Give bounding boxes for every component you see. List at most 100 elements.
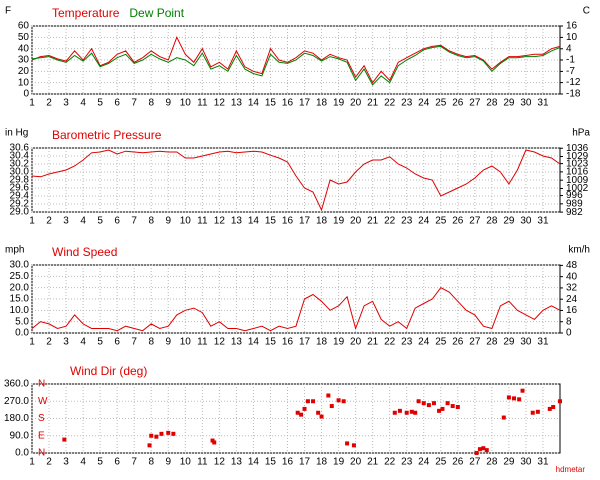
- x-tick-label: 20: [350, 98, 362, 109]
- x-tick-label: 31: [537, 98, 549, 109]
- x-tick-label: 17: [299, 98, 311, 109]
- data-point: [351, 443, 356, 448]
- x-tick-label: 4: [80, 457, 86, 468]
- y-tick-label: 30.0: [10, 167, 30, 178]
- x-tick-label: 20: [350, 216, 362, 227]
- x-tick-label: 14: [248, 337, 260, 348]
- y2-tick-label: 1029: [566, 151, 589, 162]
- x-tick-label: 22: [384, 216, 396, 227]
- y-tick-label: 360.0: [4, 379, 29, 390]
- data-point: [455, 405, 460, 409]
- y-tick-label: 50: [18, 32, 30, 43]
- y2-tick-label: 10: [566, 32, 578, 43]
- y2-tick-label: 40: [566, 271, 578, 282]
- x-tick-label: 23: [401, 216, 413, 227]
- x-tick-label: 22: [384, 457, 396, 468]
- y2-tick-label: 16: [566, 305, 578, 316]
- x-tick-label: 31: [537, 337, 549, 348]
- data-point: [147, 443, 152, 448]
- data-point: [512, 396, 517, 401]
- data-point: [302, 406, 307, 411]
- data-point: [481, 446, 486, 451]
- legend-entry: Temperature: [52, 6, 120, 20]
- y2-tick-label: -18: [566, 89, 581, 100]
- x-tick-label: 24: [418, 216, 430, 227]
- x-tick-label: 6: [114, 98, 120, 109]
- x-tick-label: 12: [214, 457, 226, 468]
- x-tick-label: 11: [197, 457, 208, 468]
- data-point: [437, 408, 442, 413]
- x-tick-label: 29: [503, 457, 515, 468]
- data-point: [311, 399, 316, 404]
- y2-tick-label: 1016: [566, 167, 589, 178]
- data-point: [295, 410, 300, 415]
- y-tick-label: 29.4: [10, 191, 30, 202]
- x-tick-label: 17: [299, 337, 311, 348]
- x-tick-label: 2: [46, 98, 52, 109]
- y-axis-label: mph: [5, 245, 24, 256]
- x-tick-label: 5: [97, 216, 103, 227]
- x-tick-label: 16: [282, 337, 294, 348]
- x-tick-label: 2: [46, 337, 52, 348]
- x-tick-label: 23: [401, 337, 413, 348]
- y2-axis-label: km/h: [568, 245, 590, 256]
- y2-tick-label: 989: [566, 198, 583, 209]
- x-tick-label: 19: [333, 457, 345, 468]
- x-tick-label: 8: [148, 98, 154, 109]
- x-tick-label: 4: [80, 98, 86, 109]
- x-tick-label: 6: [114, 216, 120, 227]
- x-tick-label: 15: [265, 98, 277, 109]
- x-tick-label: 18: [316, 216, 328, 227]
- legend-entry: Dew Point: [129, 6, 184, 20]
- y2-tick-label: 4: [566, 43, 572, 54]
- y-axis-label: in Hg: [5, 128, 28, 139]
- x-tick-label: 25: [435, 216, 447, 227]
- x-tick-label: 7: [131, 98, 137, 109]
- x-tick-label: 31: [537, 216, 549, 227]
- y-tick-label: 270.0: [4, 396, 29, 407]
- x-tick-label: 13: [231, 216, 243, 227]
- x-tick-label: 11: [197, 216, 208, 227]
- y2-tick-label: 1036: [566, 143, 589, 154]
- y2-tick-label: 996: [566, 190, 583, 201]
- x-tick-label: 27: [469, 98, 481, 109]
- y-tick-label: 25.0: [10, 271, 30, 282]
- x-tick-label: 26: [452, 98, 464, 109]
- data-point: [426, 403, 431, 408]
- data-point: [484, 448, 489, 453]
- y2-tick-label: -1: [566, 55, 575, 66]
- y-tick-label: 30.2: [10, 159, 30, 170]
- data-point: [392, 410, 397, 415]
- x-tick-label: 6: [114, 457, 120, 468]
- x-tick-label: 3: [63, 216, 69, 227]
- y2-tick-label: 1009: [566, 175, 589, 186]
- y-tick-label: 0.0: [15, 328, 29, 339]
- y-tick-label: 20.0: [10, 282, 30, 293]
- data-point: [62, 437, 67, 442]
- data-point: [431, 401, 436, 406]
- data-point: [212, 440, 217, 445]
- y-tick-label: 180.0: [4, 413, 29, 424]
- x-tick-label: 23: [401, 457, 413, 468]
- x-tick-label: 7: [131, 337, 137, 348]
- y2-tick-label: 1023: [566, 158, 589, 169]
- data-line: [31, 45, 561, 86]
- x-tick-label: 3: [63, 457, 69, 468]
- data-point: [530, 410, 535, 415]
- x-tick-label: 14: [248, 98, 260, 109]
- x-tick-label: 9: [165, 216, 171, 227]
- data-point: [159, 431, 164, 436]
- y-tick-label: 15.0: [10, 294, 30, 305]
- panel-title: Wind Dir (deg): [70, 364, 147, 378]
- y-tick-label: 29.6: [10, 183, 30, 194]
- y-tick-label: 5.0: [15, 316, 29, 327]
- x-tick-label: 28: [486, 457, 498, 468]
- data-point: [171, 431, 176, 436]
- x-tick-label: 18: [316, 457, 328, 468]
- data-point: [316, 410, 321, 415]
- data-point: [450, 404, 455, 409]
- y2-tick-label: 8: [566, 316, 572, 327]
- x-tick-label: 7: [131, 216, 137, 227]
- x-tick-label: 15: [265, 457, 277, 468]
